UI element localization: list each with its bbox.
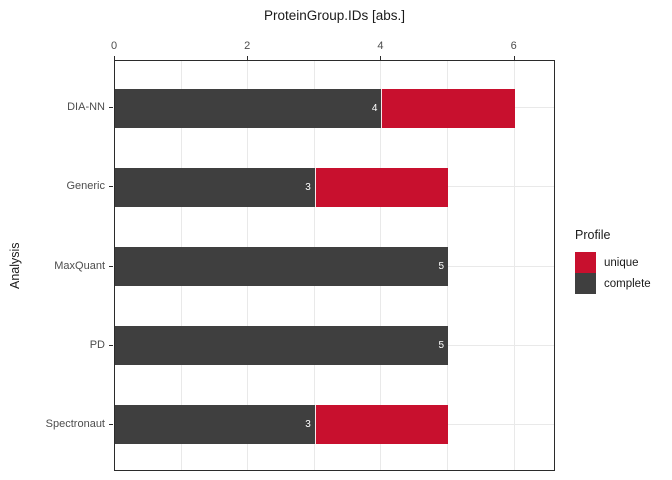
legend-key-swatch (575, 273, 596, 294)
y-tick-mark (109, 344, 113, 346)
y-tick-label: DIA-NN (67, 101, 105, 114)
y-tick-mark (109, 423, 113, 425)
y-tick-mark (109, 107, 113, 109)
x-tick-mark (513, 56, 515, 60)
bar-segment-complete (115, 247, 449, 286)
bar-value-label: 3 (305, 419, 311, 431)
bar-value-label: 5 (438, 340, 445, 352)
legend-key-swatch (575, 252, 596, 273)
x-tick-label: 0 (110, 40, 118, 52)
legend-item-label: unique (604, 256, 639, 269)
bar-segment-complete (115, 326, 449, 366)
y-tick-label: Spectronaut (45, 417, 105, 430)
bar-segment-complete (115, 88, 382, 128)
bar-segment-unique (314, 167, 449, 207)
legend-title: Profile (575, 228, 611, 242)
x-tick-label: 6 (510, 40, 517, 52)
plot-panel: 4 3 5 5 3 (114, 60, 555, 471)
x-tick-mark (114, 56, 115, 60)
bar-value-label: 4 (371, 102, 378, 114)
y-tick-label: PD (89, 338, 105, 351)
chart-title: ProteinGroup.IDs [abs.] (263, 8, 406, 23)
legend-rows: unique complete (575, 252, 651, 294)
x-tick-label: 2 (244, 40, 251, 52)
y-tick-label: Generic (66, 180, 105, 193)
bar-segment-unique (314, 405, 449, 445)
bar-value-label: 3 (305, 181, 311, 193)
legend-item: complete (575, 273, 651, 294)
legend: Profile unique complete (575, 228, 651, 294)
y-tick-label: MaxQuant (54, 259, 105, 272)
x-tick-mark (247, 56, 249, 60)
bar-value-label: 5 (438, 261, 445, 272)
y-tick-mark (109, 186, 113, 188)
y-tick-mark (109, 265, 113, 267)
legend-item-label: complete (604, 277, 651, 290)
legend-item: unique (575, 252, 651, 273)
bar-segment-unique (381, 88, 515, 128)
bar-segment-complete (115, 405, 315, 445)
x-tick-mark (380, 56, 382, 60)
x-tick-label: 4 (377, 40, 384, 52)
bar-segment-complete (115, 167, 315, 207)
